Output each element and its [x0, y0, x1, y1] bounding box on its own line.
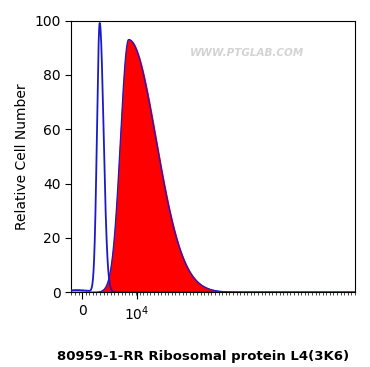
Y-axis label: Relative Cell Number: Relative Cell Number [15, 83, 29, 230]
Text: WWW.PTGLAB.COM: WWW.PTGLAB.COM [190, 48, 305, 58]
Text: 80959-1-RR Ribosomal protein L4(3K6): 80959-1-RR Ribosomal protein L4(3K6) [57, 350, 350, 363]
